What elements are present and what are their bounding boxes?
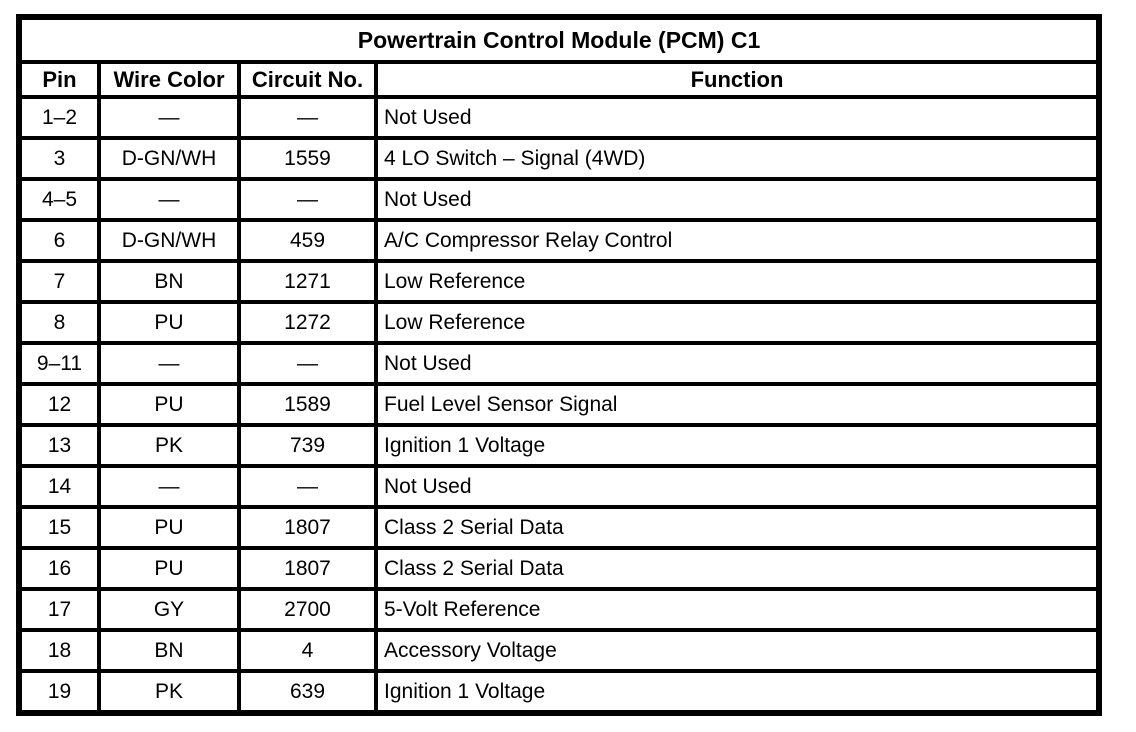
pin-cell: 7 xyxy=(17,259,101,304)
wire-color-cell: — xyxy=(97,177,241,222)
pin-cell: 1–2 xyxy=(17,95,101,140)
function-cell: Ignition 1 Voltage xyxy=(374,669,1101,715)
function-cell: Class 2 Serial Data xyxy=(374,546,1101,591)
wire-color-cell: PU xyxy=(97,505,241,550)
pcm-c1-pinout-table: Powertrain Control Module (PCM) C1 Pin W… xyxy=(16,14,1102,716)
wire-color-cell: PU xyxy=(97,382,241,427)
pin-cell: 19 xyxy=(17,669,101,715)
circuit-no-cell: 4 xyxy=(237,628,378,673)
pin-cell: 6 xyxy=(17,218,101,263)
wire-color-cell: PU xyxy=(97,300,241,345)
wire-color-cell: — xyxy=(97,341,241,386)
circuit-no-cell: 1807 xyxy=(237,546,378,591)
pin-cell: 18 xyxy=(17,628,101,673)
table-row: 3 D-GN/WH 1559 4 LO Switch – Signal (4WD) xyxy=(17,136,1101,181)
table-row: 8 PU 1272 Low Reference xyxy=(17,300,1101,345)
table-row: 19 PK 639 Ignition 1 Voltage xyxy=(17,669,1101,715)
function-cell: Fuel Level Sensor Signal xyxy=(374,382,1101,427)
column-header-pin: Pin xyxy=(17,60,101,99)
wire-color-cell: — xyxy=(97,95,241,140)
table-row: 7 BN 1271 Low Reference xyxy=(17,259,1101,304)
circuit-no-cell: — xyxy=(237,341,378,386)
wire-color-cell: D-GN/WH xyxy=(97,136,241,181)
pin-cell: 17 xyxy=(17,587,101,632)
function-cell: Low Reference xyxy=(374,259,1101,304)
function-cell: Not Used xyxy=(374,341,1101,386)
wire-color-cell: PK xyxy=(97,423,241,468)
circuit-no-cell: — xyxy=(237,95,378,140)
wire-color-cell: BN xyxy=(97,259,241,304)
circuit-no-cell: — xyxy=(237,464,378,509)
function-cell: Accessory Voltage xyxy=(374,628,1101,673)
pin-cell: 15 xyxy=(17,505,101,550)
wire-color-cell: — xyxy=(97,464,241,509)
table-row: 14— — Not Used xyxy=(17,464,1101,509)
pin-cell: 9–11 xyxy=(17,341,101,386)
wire-color-cell: D-GN/WH xyxy=(97,218,241,263)
table-row: 16 PU 1807 Class 2 Serial Data xyxy=(17,546,1101,591)
function-cell: Class 2 Serial Data xyxy=(374,505,1101,550)
circuit-no-cell: 1807 xyxy=(237,505,378,550)
title-row: Powertrain Control Module (PCM) C1 xyxy=(17,15,1101,64)
wire-color-cell: PU xyxy=(97,546,241,591)
function-cell: Not Used xyxy=(374,464,1101,509)
table-row: 15 PU 1807 Class 2 Serial Data xyxy=(17,505,1101,550)
circuit-no-cell: 459 xyxy=(237,218,378,263)
function-cell: 5-Volt Reference xyxy=(374,587,1101,632)
column-header-wire-color: Wire Color xyxy=(97,60,241,99)
circuit-no-cell: — xyxy=(237,177,378,222)
header-row: Pin Wire Color Circuit No. Function xyxy=(17,60,1101,99)
circuit-no-cell: 739 xyxy=(237,423,378,468)
function-cell: Not Used xyxy=(374,95,1101,140)
column-header-function: Function xyxy=(374,60,1101,99)
function-cell: A/C Compressor Relay Control xyxy=(374,218,1101,263)
pin-cell: 4–5 xyxy=(17,177,101,222)
pin-cell: 16 xyxy=(17,546,101,591)
table-row: 1–2— — Not Used xyxy=(17,95,1101,140)
function-cell: 4 LO Switch – Signal (4WD) xyxy=(374,136,1101,181)
table-row: 9–11— — Not Used xyxy=(17,341,1101,386)
circuit-no-cell: 1589 xyxy=(237,382,378,427)
circuit-no-cell: 2700 xyxy=(237,587,378,632)
circuit-no-cell: 1271 xyxy=(237,259,378,304)
function-cell: Ignition 1 Voltage xyxy=(374,423,1101,468)
wire-color-cell: BN xyxy=(97,628,241,673)
table-row: 13 PK 739 Ignition 1 Voltage xyxy=(17,423,1101,468)
table-body: 1–2— — Not Used 3 D-GN/WH 1559 4 LO Switch – S… xyxy=(17,95,1101,715)
wire-color-cell: GY xyxy=(97,587,241,632)
function-cell: Low Reference xyxy=(374,300,1101,345)
table-row: 18 BN 4 Accessory Voltage xyxy=(17,628,1101,673)
table-row: 17 GY 2700 5-Volt Reference xyxy=(17,587,1101,632)
table-title: Powertrain Control Module (PCM) C1 xyxy=(17,15,1101,64)
table-row: 6 D-GN/WH 459 A/C Compressor Relay Control xyxy=(17,218,1101,263)
circuit-no-cell: 1272 xyxy=(237,300,378,345)
pin-cell: 14 xyxy=(17,464,101,509)
pin-cell: 12 xyxy=(17,382,101,427)
pin-cell: 3 xyxy=(17,136,101,181)
circuit-no-cell: 639 xyxy=(237,669,378,715)
wire-color-cell: PK xyxy=(97,669,241,715)
column-header-circuit-no: Circuit No. xyxy=(237,60,378,99)
pin-cell: 8 xyxy=(17,300,101,345)
table-row: 12 PU 1589 Fuel Level Sensor Signal xyxy=(17,382,1101,427)
function-cell: Not Used xyxy=(374,177,1101,222)
pin-cell: 13 xyxy=(17,423,101,468)
circuit-no-cell: 1559 xyxy=(237,136,378,181)
table-row: 4–5— — Not Used xyxy=(17,177,1101,222)
